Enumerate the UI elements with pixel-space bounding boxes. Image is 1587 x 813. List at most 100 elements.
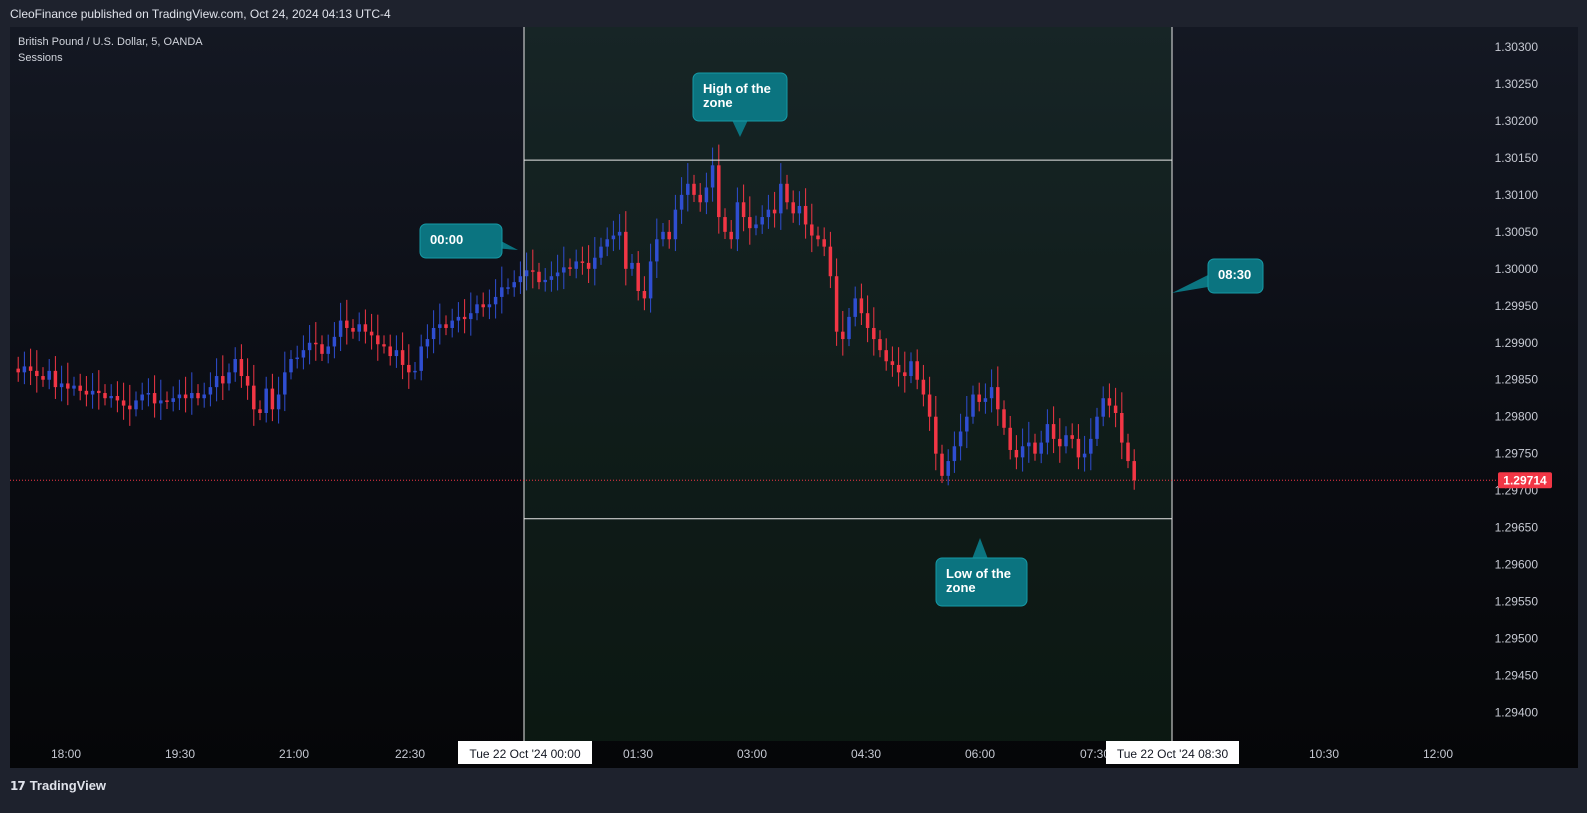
candle-body [574,261,578,269]
end-time-callout[interactable]: 08:30 [1172,258,1264,294]
candle-body [710,165,715,188]
candle [946,449,950,486]
candle-body [580,261,585,263]
candle-body [859,298,864,314]
candle [314,322,318,361]
candle [258,400,262,421]
candle [97,370,101,410]
candle [407,344,411,389]
y-tick-label: 1.30050 [1495,225,1539,239]
candle [884,338,888,371]
candle [692,174,696,202]
candle-body [53,370,58,388]
candle-body [159,400,163,404]
candle-body [357,324,361,332]
tradingview-logo-icon: 17 [10,778,26,793]
candle-body [276,394,281,410]
candle [710,147,715,202]
candle [469,292,473,336]
candle [444,315,448,336]
candle-body [704,187,709,203]
candle [363,309,368,344]
candle [493,279,498,319]
candle-body [115,395,120,401]
candle [1039,430,1043,464]
candle-body [152,393,157,404]
y-tick-label: 1.29650 [1495,521,1539,535]
candle [345,299,349,345]
indicator-label[interactable]: Sessions [18,52,63,64]
y-tick-label: 1.29450 [1495,668,1539,682]
candle-body [915,361,919,380]
candle-body [884,350,888,362]
candle [704,172,709,215]
candle-body [549,276,554,280]
candle-body [171,398,175,402]
x-range-label: Tue 22 Oct '24 00:00 [469,747,581,761]
candle-body [214,376,219,388]
candle [264,376,268,423]
candle [1070,423,1074,449]
candle-body [1058,438,1062,447]
start-time-callout[interactable]: 00:00 [419,223,518,259]
x-tick-label: 03:00 [737,747,767,761]
candle [574,249,578,279]
candle [1113,387,1118,428]
candle-body [431,327,436,340]
candle-body [512,282,516,288]
zone-low-callout-pointer [972,538,988,559]
candle-body [679,194,684,210]
candle-body [208,387,213,395]
candle-body [785,183,789,203]
candle [568,258,572,276]
candle-body [258,409,262,414]
end-time-callout-box [1207,258,1264,294]
candle [779,163,783,230]
candle-body [903,372,907,377]
candle [128,384,132,426]
candle [940,444,944,483]
candle [245,358,250,400]
x-tick-label: 04:30 [851,747,881,761]
y-tick-label: 1.29950 [1495,299,1539,313]
candle [270,373,275,422]
candle-body [295,357,299,360]
candle [66,362,70,406]
candle [549,261,554,292]
candlestick-chart[interactable]: 1.30300 1.30250 1.30200 1.30150 1.30100 1.300… [10,27,1578,768]
candle [394,335,399,368]
y-tick-label: 1.30150 [1495,151,1539,165]
candle-body [1033,442,1037,454]
candle-body [450,320,454,328]
candle-body [84,390,89,395]
candle [816,226,820,247]
candle [1014,435,1019,470]
candle [115,381,120,413]
candle [791,190,795,223]
candle-body [822,239,826,247]
chart-panel[interactable]: 1.30300 1.30250 1.30200 1.30150 1.30100 1.300… [10,27,1578,768]
candle-body [121,400,126,406]
candle-body [28,366,33,371]
candle [59,365,64,402]
candle [190,372,194,415]
candle [636,251,640,301]
candle [202,382,206,408]
candle-body [456,316,461,321]
candle [679,177,684,224]
candle-body [989,387,994,399]
candle-body [624,231,628,269]
candle-body [1020,446,1025,458]
candle [438,303,442,345]
candle-body [1132,461,1136,481]
tradingview-logo[interactable]: 17 TradingView [10,778,106,793]
candle [475,295,479,321]
candle [183,376,188,413]
candle-body [1101,398,1105,417]
candle-body [1076,438,1081,458]
candle-body [958,431,963,447]
candle-body [996,387,1000,410]
candle-body [1039,442,1043,454]
